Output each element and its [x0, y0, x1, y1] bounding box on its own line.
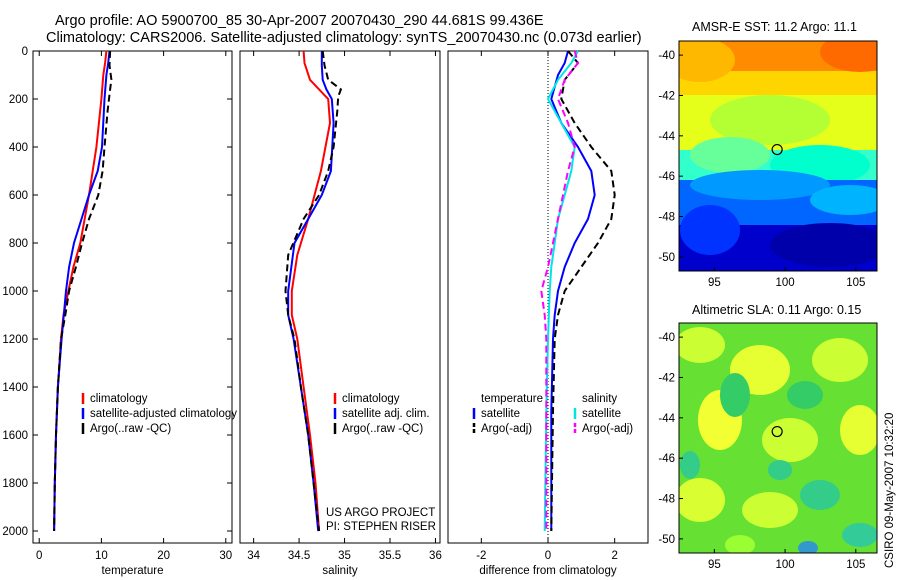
- y-tick-label: 600: [9, 190, 28, 202]
- x-tick-label: 20: [157, 550, 170, 562]
- footer-stamp: CSIRO 09-May-2007 10:32:20: [884, 413, 896, 568]
- legend-label: climatology: [90, 393, 148, 405]
- x-tick-label: 35: [338, 550, 351, 562]
- x-tick-label: 35.5: [379, 550, 401, 562]
- annotation: PI: STEPHEN RISER: [326, 521, 436, 533]
- series-salinity-argo-adj-: [540, 50, 580, 531]
- legend-label: climatology: [342, 393, 400, 405]
- y-tick-label: -40: [658, 332, 675, 344]
- y-tick-label: 1600: [2, 430, 28, 442]
- x-tick-label: 34.5: [288, 550, 310, 562]
- x-tick-label: 95: [708, 277, 721, 289]
- plot-frame: [239, 50, 441, 544]
- legend-label: satellite: [582, 408, 621, 420]
- legend-label: Argo(-adj): [481, 423, 532, 435]
- sla-heatmap: [679, 323, 877, 553]
- map-frame: [678, 40, 878, 272]
- legend-group-header: temperature: [481, 393, 543, 405]
- y-tick-label: 1200: [2, 334, 28, 346]
- y-tick-label: -40: [658, 50, 675, 62]
- argo-float-marker: [771, 143, 783, 156]
- y-tick-label: -44: [658, 131, 675, 143]
- series-argo-raw-qc-: [53, 50, 113, 532]
- y-tick-label: -48: [658, 494, 675, 506]
- temperature-panel: 0 10 20 30 0 200 400 600 800 1000 1200 1400 1600 1800…: [2, 46, 237, 577]
- legend-label: Argo(..raw -QC): [342, 423, 423, 435]
- map-frame: [678, 322, 878, 554]
- legend-label: Argo(..raw -QC): [90, 423, 171, 435]
- y-tick-label: 200: [9, 94, 28, 106]
- legend-group-header: salinity: [582, 393, 617, 405]
- legend-label: satellite-adjusted climatology: [90, 408, 237, 420]
- series-temperature-argo-adj-: [550, 50, 616, 532]
- y-tick-label: 400: [9, 142, 28, 154]
- argo-float-marker: [771, 425, 783, 438]
- y-tick-label: -44: [658, 413, 675, 425]
- series-satellite-adj-clim-: [287, 51, 335, 532]
- legend-label: Argo(-adj): [582, 423, 633, 435]
- title-line-2: Climatology: CARS2006. Satellite-adjuste…: [46, 30, 642, 46]
- x-tick-label: 36: [429, 550, 442, 562]
- y-tick-label: 1000: [2, 286, 28, 298]
- x-tick-label: 2: [611, 550, 617, 562]
- annotation: US ARGO PROJECT: [326, 507, 435, 519]
- y-tick-label: -42: [658, 90, 675, 102]
- x-tick-label: 100: [775, 559, 794, 571]
- x-tick-label: 105: [846, 559, 865, 571]
- y-tick-label: -46: [658, 171, 675, 183]
- x-axis-label: difference from climatology: [479, 565, 616, 577]
- x-tick-label: 34: [247, 550, 260, 562]
- series-climatology: [290, 50, 332, 532]
- legend-label: satellite: [481, 408, 520, 420]
- plot-frame: [32, 50, 233, 544]
- y-tick-label: 800: [9, 238, 28, 250]
- y-tick-label: 0: [22, 46, 28, 58]
- y-tick-label: -50: [658, 534, 675, 546]
- title-line-1: Argo profile: AO 5900700_85 30-Apr-2007 …: [55, 13, 544, 29]
- x-tick-label: 100: [775, 277, 794, 289]
- x-tick-label: -2: [476, 550, 486, 562]
- x-axis-label: salinity: [322, 565, 357, 577]
- salinity-panel: 34 34.5 35 35.5 36 salinity climatology satelli…: [239, 50, 442, 577]
- series-argo-raw-qc-: [284, 50, 343, 532]
- y-tick-label: -42: [658, 372, 675, 384]
- y-tick-label: -46: [658, 453, 675, 465]
- y-tick-label: -50: [658, 252, 675, 264]
- difference-panel: -2 0 2 difference from climatology temperatu…: [447, 50, 649, 577]
- y-tick-label: 2000: [2, 526, 28, 538]
- x-axis-label: temperature: [101, 565, 163, 577]
- y-tick-label: 1800: [2, 478, 28, 490]
- x-tick-label: 0: [36, 550, 42, 562]
- legend-label: satellite adj. clim.: [342, 408, 430, 420]
- x-tick-label: 30: [219, 550, 232, 562]
- series-salinity-satellite: [543, 50, 579, 532]
- x-tick-label: 10: [95, 550, 108, 562]
- x-tick-label: 95: [708, 559, 721, 571]
- sla-map-title: Altimetric SLA: 0.11 Argo: 0.15: [692, 303, 861, 317]
- sst-map-title: AMSR-E SST: 11.2 Argo: 11.1: [692, 20, 857, 34]
- sst-heatmap: [679, 41, 877, 271]
- x-tick-label: 0: [545, 550, 551, 562]
- y-tick-label: 1400: [2, 382, 28, 394]
- y-tick-label: -48: [658, 212, 675, 224]
- x-tick-label: 105: [846, 277, 865, 289]
